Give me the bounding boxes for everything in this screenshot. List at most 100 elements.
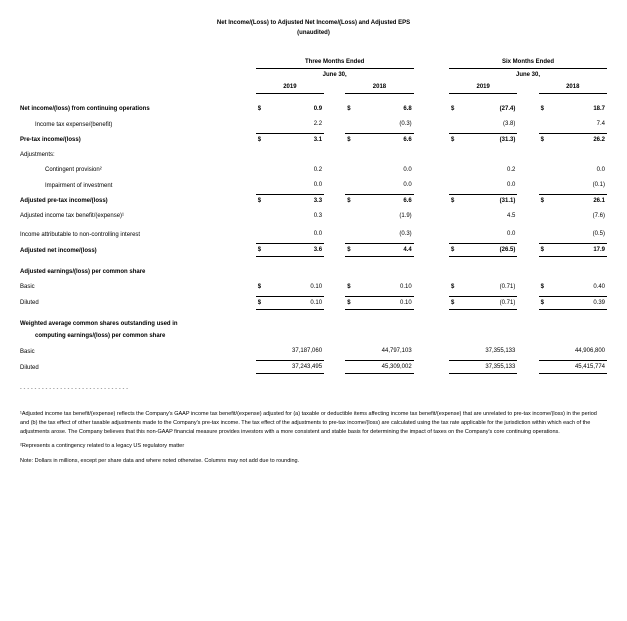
cell: 0.0 [463, 225, 517, 244]
cell: 44,797,103 [359, 342, 413, 361]
cell: $ [345, 134, 359, 147]
cell: $ [449, 278, 463, 297]
year-2018-2: 2018 [539, 81, 607, 94]
cell: $ [345, 94, 359, 116]
cell: $ [539, 94, 553, 116]
cell: 37,243,495 [270, 361, 324, 374]
table-row: Adjusted pre-tax income/(loss) $3.3 $6.6… [20, 195, 607, 208]
cell: $ [449, 94, 463, 116]
cell: 0.10 [359, 278, 413, 297]
cell: $ [539, 244, 553, 257]
table-row: Pre-tax income/(loss) $3.1 $6.6 $(31.3) … [20, 134, 607, 147]
table-row: Basic 37,187,060 44,797,103 37,355,133 4… [20, 342, 607, 361]
row-label: Adjusted income tax benefit/(expense)¹ [20, 207, 256, 225]
date-header-1: June 30, [256, 69, 414, 82]
table-row: Basic $0.10 $0.10 $(0.71) $0.40 [20, 278, 607, 297]
table-row: Adjustments: [20, 146, 607, 164]
cell: 0.2 [463, 164, 517, 176]
cell: (0.5) [553, 225, 607, 244]
cell: 0.9 [270, 94, 324, 116]
cell: $ [256, 278, 270, 297]
cell: 18.7 [553, 94, 607, 116]
cell: 0.0 [359, 176, 413, 195]
cell: $ [256, 244, 270, 257]
row-label: Diluted [20, 361, 256, 374]
cell: 44,906,800 [553, 342, 607, 361]
cell: 6.8 [359, 94, 413, 116]
row-label: Income attributable to non-controlling i… [20, 225, 256, 244]
table-row: Income attributable to non-controlling i… [20, 225, 607, 244]
cell: $ [345, 244, 359, 257]
cell: 0.0 [359, 164, 413, 176]
table-row: Weighted average common shares outstandi… [20, 309, 607, 330]
row-label: Weighted average common shares outstandi… [20, 309, 256, 330]
row-label: Pre-tax income/(loss) [20, 134, 256, 147]
financial-table: Three Months Ended Six Months Ended June… [20, 56, 607, 374]
date-header-2: June 30, [449, 69, 607, 82]
table-row: Net income/(loss) from continuing operat… [20, 94, 607, 116]
cell: 0.10 [270, 278, 324, 297]
year-2018-1: 2018 [345, 81, 413, 94]
three-months-header: Three Months Ended [256, 56, 414, 69]
table-row: Adjusted income tax benefit/(expense)¹ 0… [20, 207, 607, 225]
cell: (0.1) [553, 176, 607, 195]
cell: (1.9) [359, 207, 413, 225]
cell: $ [256, 94, 270, 116]
cell: 0.3 [270, 207, 324, 225]
cell: $ [449, 195, 463, 208]
cell: 3.6 [270, 244, 324, 257]
row-label: Adjusted pre-tax income/(loss) [20, 195, 256, 208]
cell: $ [345, 296, 359, 309]
cell: (0.3) [359, 115, 413, 134]
cell: 3.3 [270, 195, 324, 208]
date-row: June 30, June 30, [20, 69, 607, 82]
row-label: Basic [20, 342, 256, 361]
cell: (27.4) [463, 94, 517, 116]
cell: 0.39 [553, 296, 607, 309]
six-months-header: Six Months Ended [449, 56, 607, 69]
table-row: Diluted $0.10 $0.10 $(0.71) $0.39 [20, 296, 607, 309]
row-label: Adjustments: [20, 146, 256, 164]
row-label: computing earnings/(loss) per common sha… [20, 330, 256, 342]
cell: 0.0 [270, 176, 324, 195]
footnote-note: Note: Dollars in millions, except per sh… [20, 457, 607, 466]
cell: (3.8) [463, 115, 517, 134]
cell: 6.6 [359, 195, 413, 208]
cell: 26.2 [553, 134, 607, 147]
cell: $ [539, 278, 553, 297]
cell: 7.4 [553, 115, 607, 134]
cell: 0.10 [359, 296, 413, 309]
table-row: Impairment of investment 0.0 0.0 0.0 (0.… [20, 176, 607, 195]
cell: (0.71) [463, 296, 517, 309]
row-label: Adjusted net income/(loss) [20, 244, 256, 257]
cell: 45,415,774 [553, 361, 607, 374]
cell: 0.0 [270, 225, 324, 244]
row-label: Contingent provision² [20, 164, 256, 176]
cell: 3.1 [270, 134, 324, 147]
page-subtitle: (unaudited) [20, 30, 607, 36]
cell: (0.3) [359, 225, 413, 244]
cell: 0.0 [463, 176, 517, 195]
row-label: Net income/(loss) from continuing operat… [20, 94, 256, 116]
footnote-2: ²Represents a contingency related to a l… [20, 442, 607, 451]
cell: $ [345, 195, 359, 208]
cell: $ [539, 296, 553, 309]
year-row: 2019 2018 2019 2018 [20, 81, 607, 94]
cell: 0.10 [270, 296, 324, 309]
cell: 2.2 [270, 115, 324, 134]
cell: 37,355,133 [463, 361, 517, 374]
table-row: Adjusted net income/(loss) $3.6 $4.4 $ (2… [20, 244, 607, 257]
cell: $ [345, 278, 359, 297]
cell: 37,187,060 [270, 342, 324, 361]
cell: 0.40 [553, 278, 607, 297]
cell: (26.5) [463, 244, 517, 257]
footnote-1: ¹Adjusted income tax benefit/(expense) r… [20, 410, 607, 436]
cell: 6.6 [359, 134, 413, 147]
row-label: Income tax expense/(benefit) [20, 115, 256, 134]
cell: 4.4 [359, 244, 413, 257]
cell: $ [449, 134, 463, 147]
row-label: Impairment of investment [20, 176, 256, 195]
cell: $ [256, 134, 270, 147]
cell: 26.1 [553, 195, 607, 208]
table-row: Diluted 37,243,495 45,309,002 37,355,133… [20, 361, 607, 374]
